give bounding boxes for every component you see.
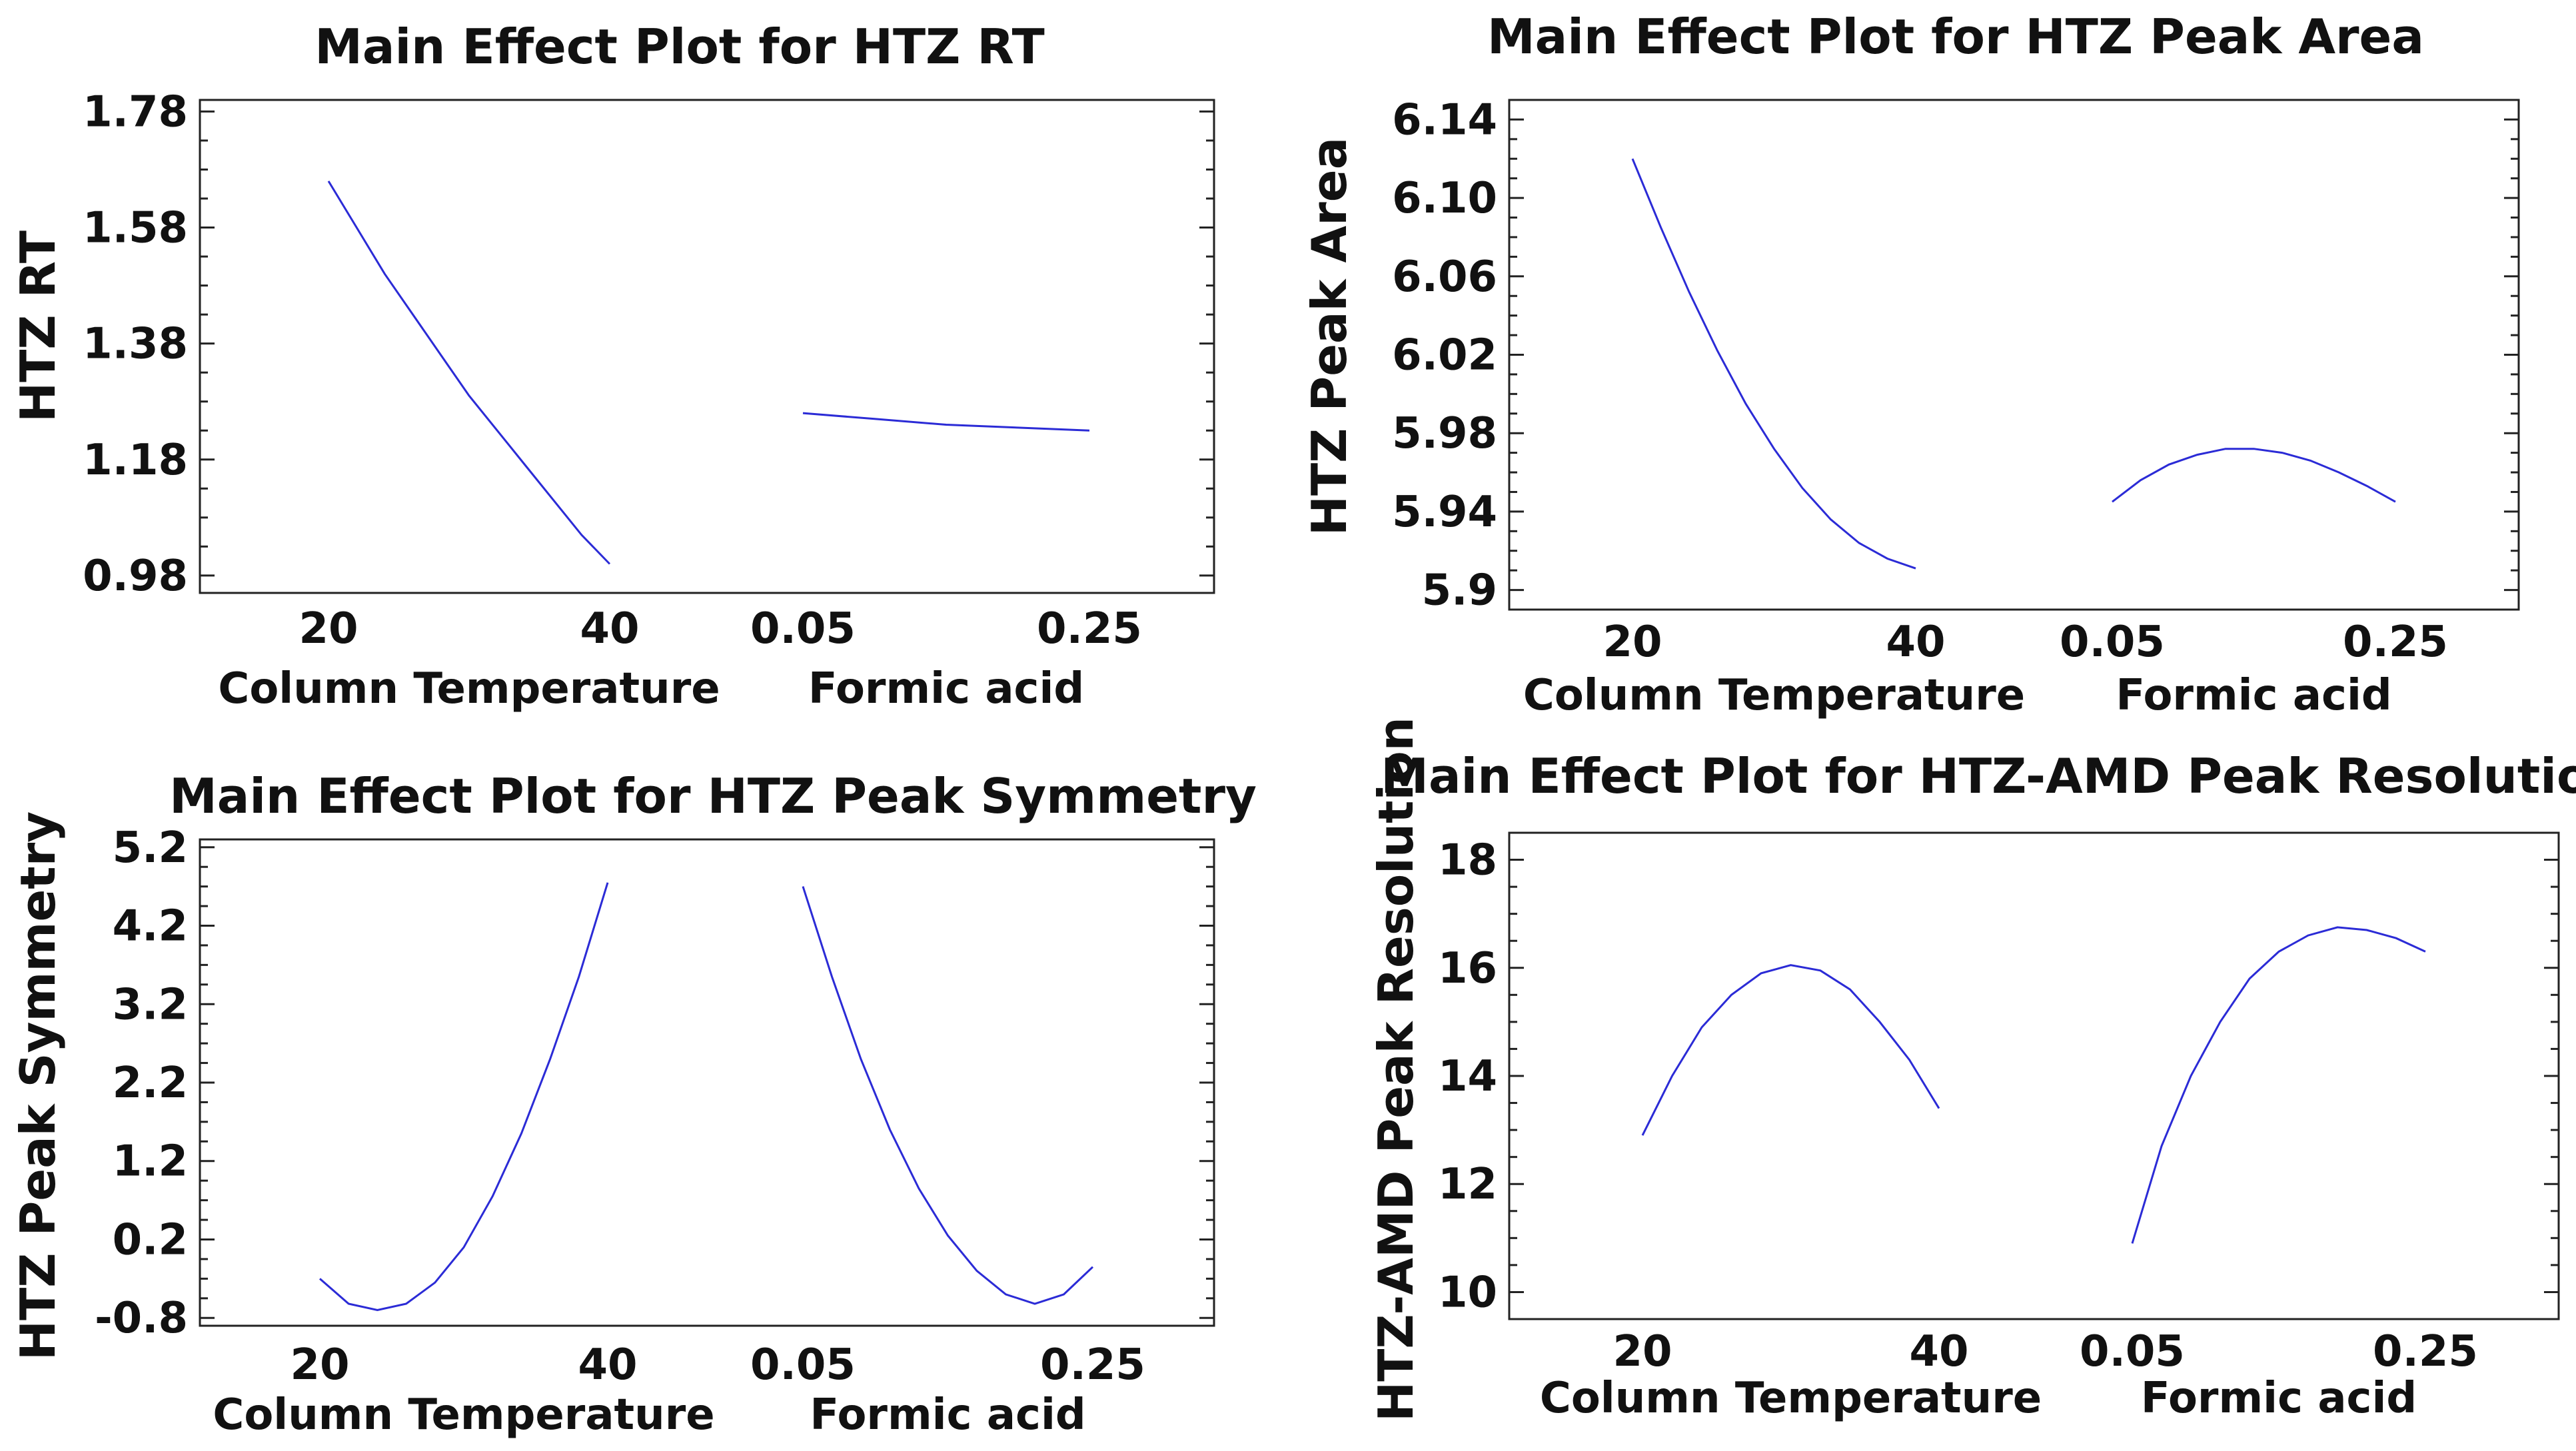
y-tick-label: 6.06 <box>1392 252 1497 302</box>
x-tick-label: 40 <box>1909 1327 1968 1376</box>
x-tick-label: 20 <box>299 604 358 654</box>
chart-title: Main Effect Plot for HTZ-AMD Peak Resolu… <box>1381 748 2576 804</box>
y-tick-label: 0.2 <box>113 1215 188 1264</box>
factor-label: Column Temperature <box>213 1390 714 1440</box>
factor-label: Formic acid <box>2116 671 2391 720</box>
y-tick-label: 5.2 <box>113 823 188 873</box>
x-tick-label: 0.25 <box>2373 1327 2478 1376</box>
plot-frame <box>1508 99 2520 611</box>
y-tick-label: 3.2 <box>113 980 188 1029</box>
chart-panel-4: Main Effect Plot for HTZ-AMD Peak Resolu… <box>1368 717 2576 1423</box>
plot-frame <box>199 838 1215 1327</box>
x-tick-label: 40 <box>1886 618 1945 667</box>
y-tick-label: 18 <box>1438 836 1497 885</box>
x-tick-label: 20 <box>290 1340 349 1390</box>
y-tick-label: 2.2 <box>113 1059 188 1108</box>
x-tick-label: 20 <box>1603 618 1662 667</box>
y-tick-label: 14 <box>1438 1052 1497 1101</box>
y-axis-label: HTZ Peak Symmetry <box>10 811 66 1360</box>
main-effect-line-formic-acid <box>802 412 1090 432</box>
chart-panel-1: Main Effect Plot for HTZ RT HTZ RT 1.78 1.5… <box>10 19 1215 714</box>
chart-title: Main Effect Plot for HTZ RT <box>315 19 1044 75</box>
chart-title: Main Effect Plot for HTZ Peak Symmetry <box>169 768 1257 824</box>
plot-frame <box>1508 831 2560 1320</box>
y-tick-label: 5.9 <box>1422 566 1497 616</box>
y-tick-label: 10 <box>1438 1268 1497 1317</box>
y-axis-label: HTZ RT <box>10 231 66 422</box>
x-tick-label: 0.05 <box>2060 618 2165 667</box>
main-effect-line-formic-acid <box>2131 926 2426 1244</box>
x-tick-label: 0.05 <box>2080 1327 2185 1376</box>
x-tick-label: 0.25 <box>2343 618 2448 667</box>
y-tick-label: 4.2 <box>113 902 188 951</box>
factor-label: Formic acid <box>810 1390 1085 1440</box>
y-tick-label: 12 <box>1438 1160 1497 1209</box>
y-tick-label: 1.78 <box>83 87 188 137</box>
y-tick-label: 6.02 <box>1392 331 1497 380</box>
chart-panel-2: Main Effect Plot for HTZ Peak Area HTZ Pe… <box>1301 9 2520 720</box>
main-effect-line-formic-acid <box>802 886 1094 1305</box>
main-effect-line-column-temperature <box>327 181 611 565</box>
factor-label: Column Temperature <box>1523 671 2025 720</box>
x-tick-label: 0.05 <box>750 604 856 654</box>
factor-label: Column Temperature <box>1540 1374 2042 1423</box>
x-tick-label: 0.05 <box>750 1340 856 1390</box>
y-tick-label: 1.58 <box>83 204 188 253</box>
factor-label: Formic acid <box>808 664 1084 714</box>
factor-label: Column Temperature <box>218 664 720 714</box>
y-tick-label: 5.94 <box>1392 488 1497 537</box>
x-tick-label: 20 <box>1612 1327 1672 1376</box>
y-tick-label: 1.18 <box>83 436 188 485</box>
y-tick-label: 6.14 <box>1392 95 1497 145</box>
chart-panel-3: Main Effect Plot for HTZ Peak Symmetry HT… <box>10 768 1257 1440</box>
x-tick-label: 40 <box>580 604 639 654</box>
main-effect-line-column-temperature <box>319 882 609 1312</box>
x-tick-label: 0.25 <box>1040 1340 1145 1390</box>
y-tick-label: 6.10 <box>1392 174 1497 223</box>
y-tick-label: 5.98 <box>1392 409 1497 458</box>
y-tick-label: 1.38 <box>83 320 188 369</box>
x-tick-label: 40 <box>578 1340 637 1390</box>
y-axis-label: HTZ-AMD Peak Resolution <box>1368 717 1424 1422</box>
x-tick-label: 0.25 <box>1037 604 1142 654</box>
chart-title: Main Effect Plot for HTZ Peak Area <box>1487 9 2424 65</box>
main-effect-line-column-temperature <box>1641 964 1940 1136</box>
main-effect-line-formic-acid <box>2112 448 2396 503</box>
factor-label: Formic acid <box>2141 1374 2417 1423</box>
plot-frame <box>199 99 1215 594</box>
y-tick-label: 16 <box>1438 944 1497 993</box>
y-tick-label: 1.2 <box>113 1137 188 1187</box>
y-axis-label: HTZ Peak Area <box>1301 137 1357 536</box>
y-tick-label: 0.98 <box>83 552 188 601</box>
main-effect-line-column-temperature <box>1631 158 1916 570</box>
y-tick-label: -0.8 <box>95 1294 188 1343</box>
